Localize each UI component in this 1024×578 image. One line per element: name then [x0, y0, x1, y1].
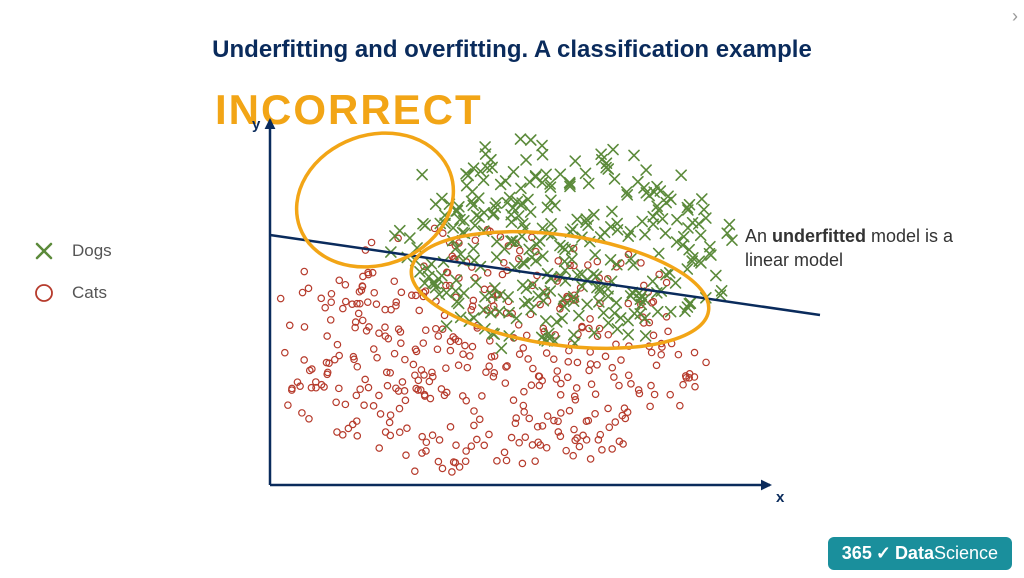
x-axis-label: x	[776, 489, 784, 506]
legend: Dogs Cats	[30, 240, 112, 324]
check-icon: ✓	[876, 543, 891, 564]
x-marker-icon	[30, 240, 58, 262]
legend-label: Cats	[72, 283, 107, 303]
y-axis-label: y	[252, 116, 260, 133]
brand-bold: Data	[895, 543, 934, 563]
legend-item-cats: Cats	[30, 282, 112, 304]
page-title: Underfitting and overfitting. A classifi…	[0, 36, 1024, 64]
circle-marker-icon	[30, 282, 58, 304]
plot-canvas	[260, 115, 780, 495]
annotation-bold: underfitted	[772, 226, 866, 246]
scatter-plot: x y	[260, 115, 780, 495]
axes	[265, 118, 772, 490]
legend-item-dogs: Dogs	[30, 240, 112, 262]
legend-label: Dogs	[72, 241, 112, 261]
logo-365datascience: 365 ✓ DataScience	[828, 537, 1012, 570]
chevron-right-icon: ›	[1012, 6, 1018, 27]
brand-prefix: 365	[842, 543, 872, 564]
brand-light: Science	[934, 543, 998, 563]
